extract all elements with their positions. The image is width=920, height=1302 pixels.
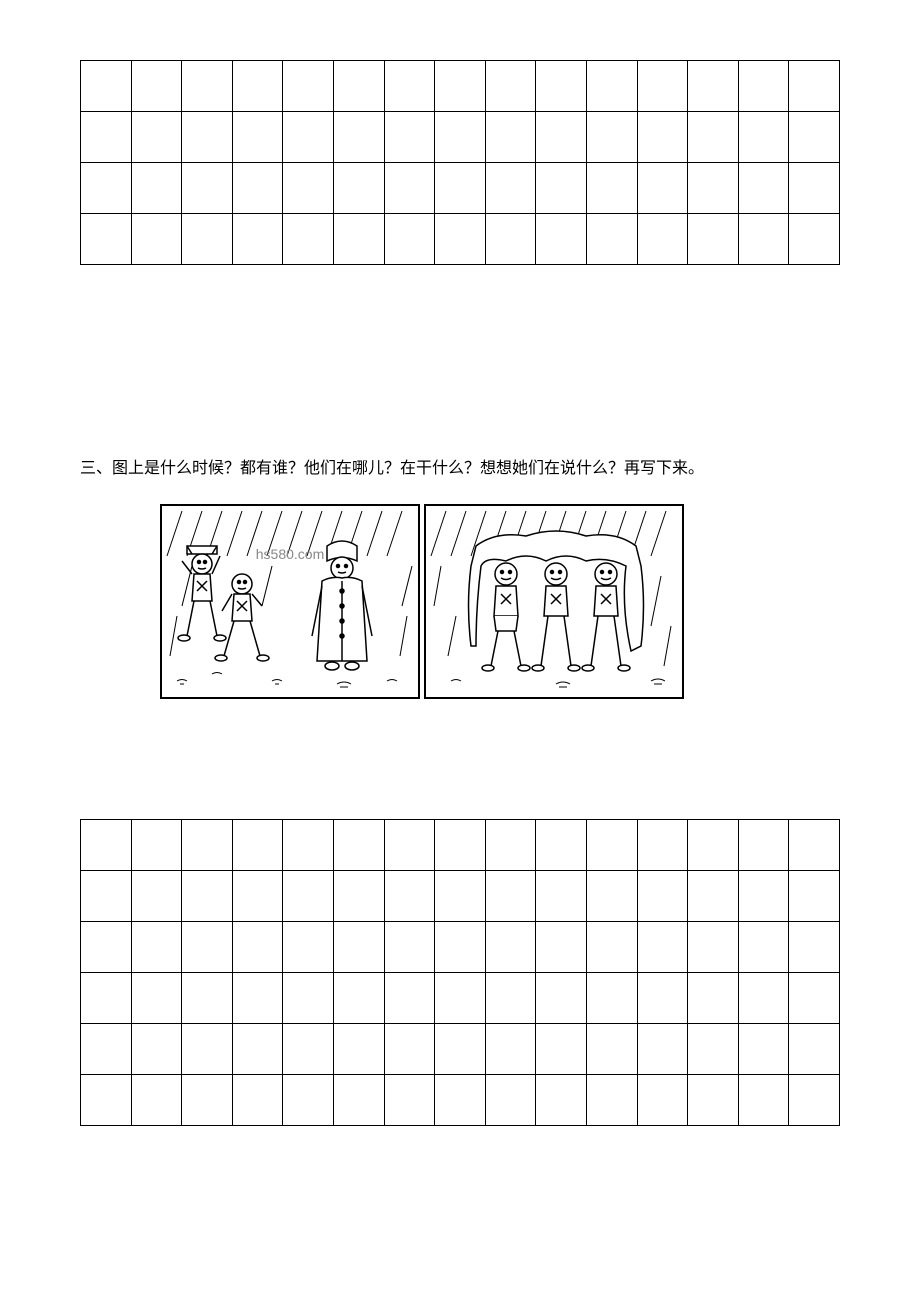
writing-grid-bottom	[80, 819, 840, 1126]
table-row	[81, 1023, 840, 1074]
table-row	[81, 870, 840, 921]
writing-grid-top	[80, 60, 840, 265]
table-row	[81, 163, 840, 214]
rain-scene-left	[162, 506, 418, 697]
table-row	[81, 112, 840, 163]
table-row	[81, 921, 840, 972]
watermark-text: hs580.com	[256, 546, 324, 562]
illustration-container: hs580.com	[160, 504, 840, 699]
grid-bottom-body	[81, 819, 840, 1125]
table-row	[81, 61, 840, 112]
grid-top-body	[81, 61, 840, 265]
child-c	[582, 563, 630, 671]
child-b	[532, 563, 580, 671]
table-row	[81, 972, 840, 1023]
question-number: 三、	[80, 460, 112, 477]
table-row	[81, 214, 840, 265]
ground-marks	[177, 672, 397, 687]
spacer	[80, 719, 840, 799]
spacer	[80, 285, 840, 395]
illustration-panel-left: hs580.com	[160, 504, 420, 699]
table-row	[81, 819, 840, 870]
child-a	[482, 563, 530, 671]
ground-marks	[451, 679, 665, 687]
question-body: 图上是什么时候？都有谁？他们在哪儿？在干什么？想想她们在说什么？再写下来。	[112, 460, 704, 477]
rain-scene-right	[426, 506, 682, 697]
table-row	[81, 1074, 840, 1125]
illustration-panel-right	[424, 504, 684, 699]
child-running	[215, 574, 269, 661]
question-prompt: 三、图上是什么时候？都有谁？他们在哪儿？在干什么？想想她们在说什么？再写下来。	[80, 455, 840, 484]
